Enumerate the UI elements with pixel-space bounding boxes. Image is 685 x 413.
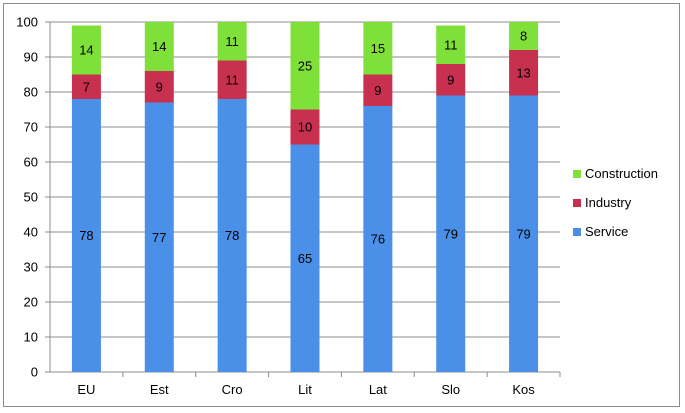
data-label: 14: [79, 43, 93, 58]
data-label: 11: [444, 37, 458, 52]
y-tick-label: 90: [24, 50, 38, 65]
bar-industry-cro: [217, 60, 247, 99]
data-label: 78: [225, 228, 239, 243]
data-label: 65: [298, 251, 312, 266]
y-tick-label: 100: [16, 15, 38, 30]
y-tick-label: 20: [24, 295, 38, 310]
legend-swatch-service: [573, 228, 581, 236]
x-tick-label: EU: [77, 382, 95, 397]
bar-construction-slo: [436, 25, 466, 64]
bar-service-eu: [71, 99, 101, 372]
y-tick-label: 0: [31, 365, 38, 380]
data-label: 78: [79, 228, 93, 243]
data-label: 25: [298, 58, 312, 73]
x-tick-label: Kos: [512, 382, 535, 397]
data-label: 14: [152, 39, 166, 54]
y-tick-label: 50: [24, 190, 38, 205]
data-label: 79: [443, 226, 457, 241]
legend-label-service: Service: [585, 224, 628, 239]
bar-industry-eu: [71, 74, 101, 99]
y-tick-label: 40: [24, 225, 38, 240]
bar-construction-eu: [71, 25, 101, 75]
bar-service-kos: [509, 95, 539, 372]
bar-industry-lit: [290, 109, 320, 145]
y-tick-label: 60: [24, 155, 38, 170]
chart-frame: [3, 3, 680, 407]
data-label: 9: [156, 79, 163, 94]
bar-service-lat: [363, 106, 393, 372]
bar-industry-slo: [436, 64, 466, 96]
bar-industry-lat: [363, 74, 393, 106]
bar-industry-est: [144, 71, 174, 103]
data-label: 7: [83, 79, 90, 94]
x-tick-label: Cro: [222, 382, 243, 397]
data-label: 77: [152, 230, 166, 245]
y-tick-label: 30: [24, 260, 38, 275]
bar-construction-est: [144, 22, 174, 71]
bar-service-slo: [436, 95, 466, 372]
data-label: 11: [225, 72, 239, 87]
legend-swatch-construction: [573, 170, 581, 178]
bar-construction-lat: [363, 22, 393, 75]
data-label: 15: [371, 41, 385, 56]
x-tick-label: Lat: [369, 382, 387, 397]
y-tick-label: 80: [24, 85, 38, 100]
x-tick-label: Lit: [298, 382, 312, 397]
legend-label-industry: Industry: [585, 195, 632, 210]
y-tick-label: 10: [24, 330, 38, 345]
data-label: 8: [520, 29, 527, 44]
x-tick-label: Est: [150, 382, 169, 397]
legend-label-construction: Construction: [585, 166, 658, 181]
data-label: 10: [298, 120, 312, 135]
data-label: 13: [516, 65, 530, 80]
bar-service-est: [144, 102, 174, 372]
bar-service-cro: [217, 99, 247, 372]
data-label: 76: [371, 232, 385, 247]
bar-industry-kos: [509, 50, 539, 96]
bar-construction-cro: [217, 22, 247, 61]
bar-service-lit: [290, 144, 320, 372]
data-label: 9: [447, 72, 454, 87]
bar-construction-lit: [290, 22, 320, 110]
legend-swatch-industry: [573, 199, 581, 207]
data-label: 9: [374, 83, 381, 98]
bar-construction-kos: [509, 22, 539, 50]
data-label: 79: [516, 226, 530, 241]
data-label: 11: [225, 34, 239, 49]
x-tick-label: Slo: [441, 382, 460, 397]
y-tick-label: 70: [24, 120, 38, 135]
